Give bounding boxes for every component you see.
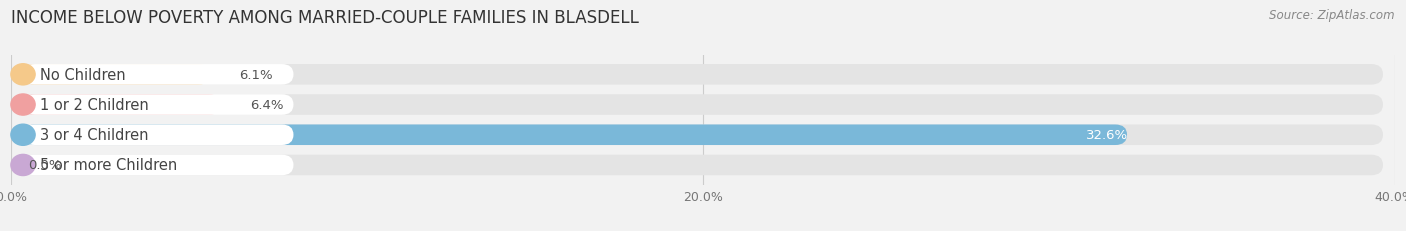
Text: 6.1%: 6.1% <box>239 69 273 82</box>
Text: INCOME BELOW POVERTY AMONG MARRIED-COUPLE FAMILIES IN BLASDELL: INCOME BELOW POVERTY AMONG MARRIED-COUPL… <box>11 9 640 27</box>
FancyBboxPatch shape <box>22 65 1384 85</box>
Circle shape <box>11 64 35 85</box>
FancyBboxPatch shape <box>22 95 1384 115</box>
Text: 3 or 4 Children: 3 or 4 Children <box>39 128 149 143</box>
FancyBboxPatch shape <box>22 65 294 85</box>
FancyBboxPatch shape <box>22 65 211 85</box>
Circle shape <box>11 155 35 176</box>
Text: 5 or more Children: 5 or more Children <box>39 158 177 173</box>
Text: 6.4%: 6.4% <box>250 99 284 112</box>
FancyBboxPatch shape <box>22 95 221 115</box>
Text: 0.0%: 0.0% <box>28 159 62 172</box>
FancyBboxPatch shape <box>22 125 1128 145</box>
FancyBboxPatch shape <box>22 95 294 115</box>
FancyBboxPatch shape <box>22 125 294 145</box>
Text: 32.6%: 32.6% <box>1087 129 1129 142</box>
FancyBboxPatch shape <box>22 155 1384 176</box>
Text: Source: ZipAtlas.com: Source: ZipAtlas.com <box>1270 9 1395 22</box>
Circle shape <box>11 94 35 116</box>
Text: No Children: No Children <box>39 67 125 82</box>
FancyBboxPatch shape <box>22 155 294 176</box>
Circle shape <box>11 125 35 146</box>
Text: 1 or 2 Children: 1 or 2 Children <box>39 98 149 112</box>
FancyBboxPatch shape <box>22 125 1384 145</box>
